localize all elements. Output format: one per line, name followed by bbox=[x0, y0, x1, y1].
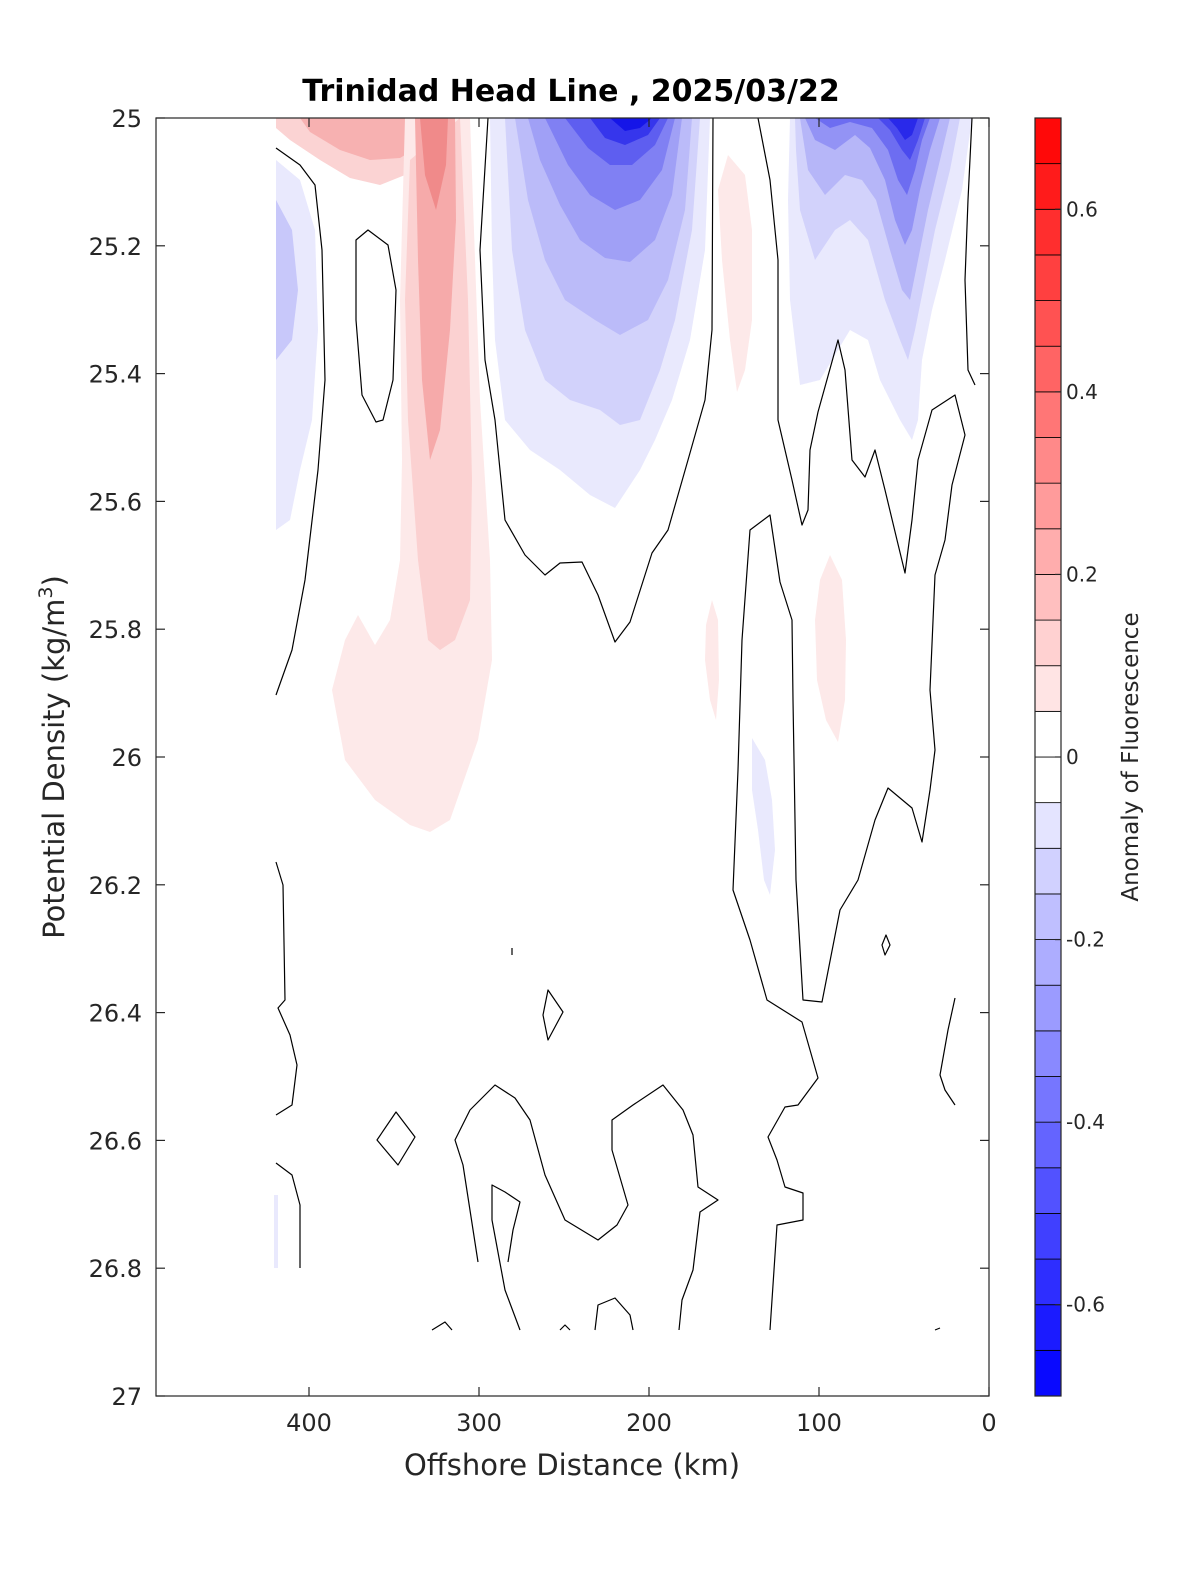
colorbar-level bbox=[1034, 117, 1062, 165]
fill-blue-50-l7 bbox=[888, 118, 918, 140]
colorbar-tick-label: -0.6 bbox=[1066, 1293, 1105, 1317]
contour-line-15 bbox=[939, 997, 956, 1106]
y-tick-label: 25 bbox=[111, 105, 142, 133]
contour-line-3 bbox=[479, 118, 714, 643]
colorbar-level bbox=[1034, 254, 1062, 301]
contour-line-7 bbox=[275, 1162, 301, 1268]
colorbar-level bbox=[1034, 1213, 1062, 1260]
colorbar-level bbox=[1034, 893, 1062, 940]
y-tick-label: 26.2 bbox=[89, 872, 142, 900]
colorbar-level bbox=[1034, 1304, 1062, 1351]
chart-title: Trinidad Head Line , 2025/03/22 bbox=[302, 74, 839, 109]
fill-red-patch-160 bbox=[705, 600, 719, 720]
colorbar-level bbox=[1034, 482, 1062, 530]
contour-line-1 bbox=[275, 147, 326, 696]
colorbar-level bbox=[1034, 1167, 1062, 1214]
x-tick-label: 200 bbox=[626, 1409, 672, 1437]
colorbar-level bbox=[1034, 528, 1062, 575]
fill-blue-patch-415-inner bbox=[276, 200, 298, 360]
colorbar-level bbox=[1034, 163, 1062, 210]
fill-red-patch-90 bbox=[815, 555, 846, 742]
contour-line-10 bbox=[454, 1084, 719, 1331]
fill-blue-speck-1 bbox=[274, 1195, 278, 1268]
colorbar-tick-label: -0.2 bbox=[1066, 928, 1105, 952]
colorbar-level bbox=[1034, 665, 1062, 712]
x-axis: 400 300 200 100 0 bbox=[286, 118, 997, 1437]
contour-line-4 bbox=[732, 118, 966, 1331]
x-tick-label: 100 bbox=[796, 1409, 842, 1437]
colorbar-tick-label: 0.4 bbox=[1066, 380, 1098, 404]
colorbar-label: Anomaly of Fluorescence bbox=[1118, 612, 1144, 901]
fill-red-tongue-peak bbox=[420, 118, 448, 210]
colorbar-level bbox=[1034, 710, 1062, 758]
colorbar-level bbox=[1034, 437, 1062, 484]
colorbar-level bbox=[1034, 391, 1062, 438]
contour-line-13 bbox=[431, 1321, 453, 1331]
colorbar-level bbox=[1034, 619, 1062, 667]
x-tick-label: 0 bbox=[981, 1409, 996, 1437]
y-axis-label-main: Potential Density (kg/m bbox=[37, 599, 71, 939]
y-tick-label: 26.6 bbox=[89, 1127, 142, 1155]
colorbar: 0.6 0.4 0.2 0 -0.2 -0.4 -0.6 bbox=[1034, 117, 1105, 1397]
x-tick-label: 300 bbox=[456, 1409, 502, 1437]
x-tick-label: 400 bbox=[286, 1409, 332, 1437]
y-axis-label-superscript: 3 bbox=[35, 586, 57, 598]
contour-line-12 bbox=[594, 1297, 634, 1331]
colorbar-tick-label: -0.4 bbox=[1066, 1110, 1105, 1134]
colorbar-level bbox=[1034, 1258, 1062, 1306]
fill-red-tongue-core bbox=[415, 118, 456, 460]
contour-line-16 bbox=[881, 934, 891, 956]
colorbar-tick-label: 0.2 bbox=[1066, 562, 1098, 586]
colorbar-level bbox=[1034, 939, 1062, 986]
colorbar-level bbox=[1034, 1076, 1062, 1123]
x-axis-label: Offshore Distance (km) bbox=[404, 1448, 740, 1482]
y-tick-label: 25.2 bbox=[89, 233, 142, 261]
y-tick-label: 27 bbox=[111, 1383, 142, 1411]
colorbar-level bbox=[1034, 984, 1062, 1032]
fill-blue-200-l8 bbox=[610, 118, 652, 131]
colorbar-tick-label: 0 bbox=[1066, 745, 1079, 769]
filled-contours bbox=[274, 118, 972, 1268]
contour-line-14 bbox=[559, 1324, 571, 1331]
zero-contour-lines bbox=[275, 118, 976, 1331]
colorbar-level bbox=[1034, 1030, 1062, 1077]
colorbar-level bbox=[1034, 847, 1062, 895]
colorbar-tick-label: 0.6 bbox=[1066, 197, 1098, 221]
fill-blue-patch-135 bbox=[752, 738, 775, 895]
y-tick-label: 26.4 bbox=[89, 1000, 142, 1028]
y-axis-label-close: ) bbox=[37, 575, 71, 586]
colorbar-level bbox=[1034, 345, 1062, 393]
y-tick-label: 26.8 bbox=[89, 1255, 142, 1283]
colorbar-level bbox=[1034, 756, 1062, 804]
contour-line-5 bbox=[964, 118, 976, 386]
colorbar-level bbox=[1034, 1121, 1062, 1169]
contour-line-8 bbox=[542, 989, 564, 1041]
fill-red-patch-150 bbox=[718, 155, 752, 392]
colorbar-level bbox=[1034, 574, 1062, 621]
y-tick-label: 25.6 bbox=[89, 488, 142, 516]
contour-line-6 bbox=[275, 861, 298, 1116]
colorbar-level bbox=[1034, 802, 1062, 849]
y-tick-label: 25.4 bbox=[89, 361, 142, 389]
y-axis-label: Potential Density (kg/m3) bbox=[35, 575, 71, 939]
y-axis: 25 25.2 25.4 25.6 25.8 26 26.2 26.4 26.6 26.8 27 bbox=[89, 105, 989, 1411]
y-tick-label: 25.8 bbox=[89, 616, 142, 644]
colorbar-level bbox=[1034, 208, 1062, 256]
colorbar-level bbox=[1034, 1349, 1062, 1397]
contour-line-2 bbox=[355, 229, 397, 423]
y-tick-label: 26 bbox=[111, 744, 142, 772]
contour-line-18 bbox=[934, 1327, 941, 1331]
colorbar-level bbox=[1034, 300, 1062, 347]
contour-line-9 bbox=[376, 1111, 416, 1166]
contour-line-11 bbox=[491, 1184, 521, 1331]
